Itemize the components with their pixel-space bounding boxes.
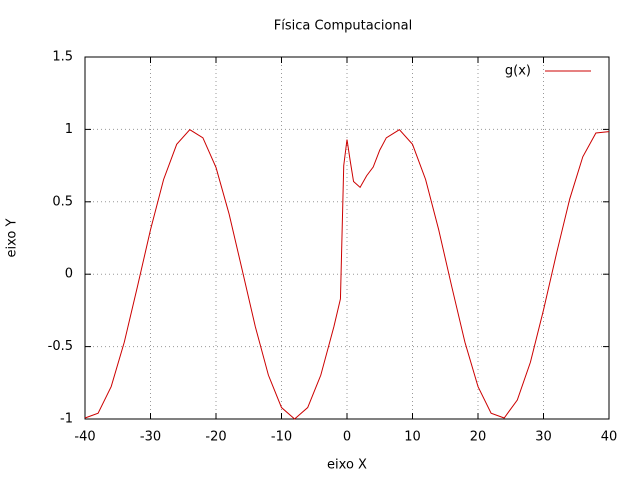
y-tick-label: -0.5 bbox=[48, 339, 73, 354]
plot-border bbox=[84, 56, 610, 420]
y-tick-label: 0.5 bbox=[52, 194, 73, 209]
x-tick-label: 40 bbox=[601, 430, 618, 445]
x-tick-label: 10 bbox=[404, 430, 421, 445]
x-tick-label: 0 bbox=[343, 430, 351, 445]
line-series bbox=[84, 129, 610, 420]
y-tick-label: 1.5 bbox=[52, 50, 73, 65]
y-tick-label: -1 bbox=[60, 412, 73, 427]
x-axis-label: eixo X bbox=[327, 458, 367, 473]
y-tick-label: 1 bbox=[65, 122, 73, 137]
x-tick-label: -40 bbox=[74, 430, 95, 445]
y-axis-label: eixo Y bbox=[5, 218, 20, 257]
x-tick-label: -10 bbox=[271, 430, 292, 445]
x-tick-label: 30 bbox=[535, 430, 552, 445]
x-tick-label: -20 bbox=[205, 430, 226, 445]
y-tick-label: 0 bbox=[65, 267, 73, 282]
x-tick-label: 20 bbox=[470, 430, 487, 445]
chart-title: Física Computacional bbox=[274, 19, 413, 34]
legend-label: g(x) bbox=[505, 64, 531, 79]
x-tick-label: -30 bbox=[140, 430, 161, 445]
